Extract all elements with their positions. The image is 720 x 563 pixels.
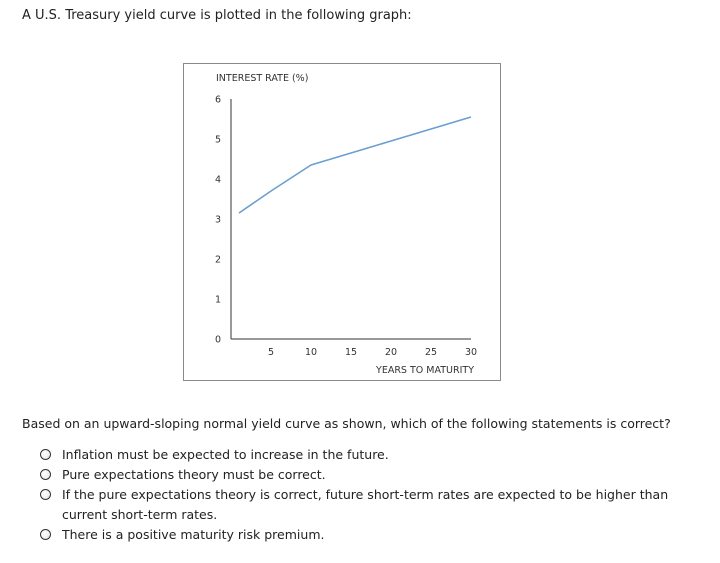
x-axis-label: YEARS TO MATURITY bbox=[375, 365, 474, 376]
y-tick-label: 2 bbox=[215, 255, 221, 266]
y-tick-label: 3 bbox=[215, 215, 221, 226]
radio-button[interactable] bbox=[40, 529, 51, 540]
radio-button[interactable] bbox=[40, 449, 51, 460]
x-tick-label: 30 bbox=[465, 347, 477, 358]
yield-curve-svg: INTEREST RATE (%) YEARS TO MATURITY 6 5 4 3… bbox=[215, 73, 477, 376]
x-tick-label: 25 bbox=[425, 347, 437, 358]
option-label: Pure expectations theory must be correct… bbox=[62, 467, 326, 482]
option-label: There is a positive maturity risk premiu… bbox=[62, 527, 325, 542]
radio-button[interactable] bbox=[40, 489, 51, 500]
x-tick-label: 10 bbox=[305, 347, 317, 358]
yield-curve-chart: INTEREST RATE (%) YEARS TO MATURITY 6 5 4 3… bbox=[183, 63, 501, 381]
option-future-short-term-rates[interactable]: If the pure expectations theory is corre… bbox=[40, 485, 710, 525]
option-inflation[interactable]: Inflation must be expected to increase i… bbox=[40, 445, 710, 465]
option-label: If the pure expectations theory is corre… bbox=[62, 487, 669, 522]
y-tick-label: 1 bbox=[215, 295, 221, 306]
y-tick-label: 5 bbox=[215, 135, 221, 146]
option-label: Inflation must be expected to increase i… bbox=[62, 447, 389, 462]
question-text: Based on an upward-sloping normal yield … bbox=[22, 416, 671, 431]
answer-options: Inflation must be expected to increase i… bbox=[40, 445, 710, 545]
y-tick-label: 0 bbox=[215, 335, 221, 346]
x-tick-label: 15 bbox=[345, 347, 357, 358]
y-tick-label: 6 bbox=[215, 95, 221, 106]
x-tick-label: 5 bbox=[268, 347, 274, 358]
intro-text: A U.S. Treasury yield curve is plotted i… bbox=[22, 8, 412, 23]
y-tick-label: 4 bbox=[215, 175, 221, 186]
yield-curve-line bbox=[238, 116, 472, 214]
option-pure-expectations[interactable]: Pure expectations theory must be correct… bbox=[40, 465, 710, 485]
y-axis-label: INTEREST RATE (%) bbox=[216, 73, 308, 84]
x-tick-label: 20 bbox=[385, 347, 397, 358]
option-maturity-risk-premium[interactable]: There is a positive maturity risk premiu… bbox=[40, 525, 710, 545]
radio-button[interactable] bbox=[40, 469, 51, 480]
